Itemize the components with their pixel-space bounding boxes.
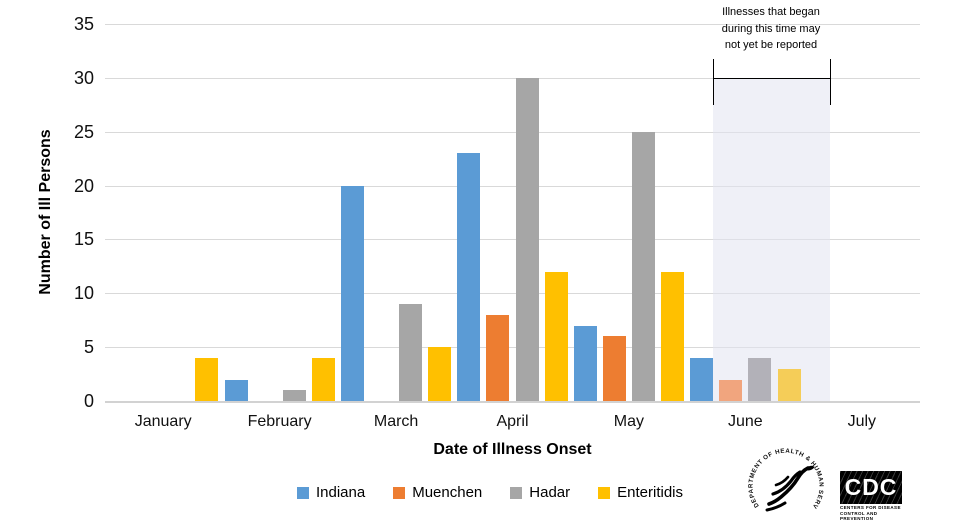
x-tick-label-april: April: [496, 413, 529, 430]
legend-swatch-indiana: [297, 486, 309, 499]
bar-enteritidis-june: [777, 368, 801, 401]
bar-enteritidis-april: [544, 271, 568, 401]
y-tick-label-25: 25: [73, 121, 94, 142]
gridline-20: [105, 185, 920, 187]
gridline-30: [105, 77, 920, 79]
legend-label-enteritidis: Enteritidis: [617, 484, 683, 501]
legend-item-hadar: Hadar: [510, 484, 570, 501]
x-tick-label-july: July: [847, 413, 877, 430]
x-tick-label-january: January: [134, 413, 192, 430]
legend: Indiana Muenchen Hadar Enteritidis: [30, 484, 950, 501]
svg-text:DEPARTMENT OF HEALTH & HUMAN S: DEPARTMENT OF HEALTH & HUMAN SERVICES US…: [745, 442, 825, 510]
annotation-bracket: [713, 59, 831, 105]
annotation-line-2: during this time may: [721, 22, 821, 35]
legend-swatch-hadar: [510, 486, 523, 499]
cdc-logo: CDC Centers for Disease Control and Prev…: [840, 471, 910, 522]
y-tick-label-15: 15: [73, 229, 94, 250]
legend-swatch-enteritidis: [598, 486, 611, 499]
x-axis-line: [105, 401, 920, 403]
legend-item-enteritidis: Enteritidis: [598, 484, 683, 501]
cdc-caption-line-1: Centers for Disease: [840, 505, 901, 510]
gridline-35: [105, 24, 920, 25]
x-axis-title: Date of Illness Onset: [433, 441, 592, 458]
bar-indiana-june: [690, 357, 714, 401]
not-yet-reported-shaded-region: [713, 78, 830, 401]
annotation-bracket-line: [714, 78, 830, 79]
y-tick-label-10: 10: [73, 283, 94, 304]
bar-hadar-april: [515, 77, 539, 401]
bar-hadar-february: [282, 390, 306, 401]
bar-indiana-february: [224, 379, 248, 401]
legend-item-muenchen: Muenchen: [393, 484, 482, 501]
bar-enteritidis-march: [428, 347, 452, 401]
gridline-15: [105, 239, 920, 241]
y-tick-label-20: 20: [73, 175, 94, 196]
hhs-eagle-icon: [765, 465, 815, 512]
bar-hadar-may: [632, 131, 655, 401]
legend-label-hadar: Hadar: [529, 484, 571, 501]
x-tick-label-march: March: [373, 413, 419, 430]
y-tick-label-0: 0: [83, 391, 94, 411]
bar-muenchen-may: [602, 336, 626, 401]
legend-label-indiana: Indiana: [316, 484, 366, 501]
annotation-line-3: not yet be reported: [724, 39, 818, 51]
y-tick-label-30: 30: [73, 67, 94, 88]
bar-hadar-june: [748, 357, 772, 401]
bar-indiana-march: [340, 185, 364, 401]
x-tick-label-may: May: [613, 413, 644, 430]
gridline-25: [105, 131, 920, 133]
bar-muenchen-june: [719, 379, 743, 401]
legend-swatch-muenchen: [393, 486, 406, 499]
y-tick-label-5: 5: [83, 337, 94, 358]
cdc-logo-box: CDC: [840, 471, 902, 504]
x-tick-label-february: February: [247, 413, 312, 430]
bar-muenchen-april: [486, 314, 510, 401]
gridline-5: [105, 347, 920, 349]
y-tick-label-35: 35: [73, 14, 94, 34]
cdc-caption-line-2: Control and Prevention: [840, 510, 878, 522]
bar-enteritidis-february: [311, 357, 335, 401]
y-axis-title: Number of Ill Persons: [37, 129, 54, 295]
gridline-10: [105, 293, 920, 295]
legend-label-muenchen: Muenchen: [412, 484, 483, 501]
annotation-line-1: Illnesses that began: [722, 6, 820, 18]
x-tick-label-june: June: [727, 413, 763, 430]
legend-item-indiana: Indiana: [297, 484, 365, 501]
not-yet-reported-annotation: Illnesses that began during this time ma…: [696, 4, 846, 54]
bar-enteritidis-january: [195, 357, 219, 401]
hhs-seal-text: DEPARTMENT OF HEALTH & HUMAN SERVICES US…: [745, 442, 824, 510]
bar-indiana-may: [573, 325, 597, 401]
hhs-seal-logo: DEPARTMENT OF HEALTH & HUMAN SERVICES US…: [745, 442, 825, 512]
bar-hadar-march: [399, 304, 423, 401]
bar-enteritidis-may: [661, 271, 685, 401]
bar-indiana-april: [457, 153, 481, 401]
cdc-acronym: CDC: [844, 474, 898, 500]
